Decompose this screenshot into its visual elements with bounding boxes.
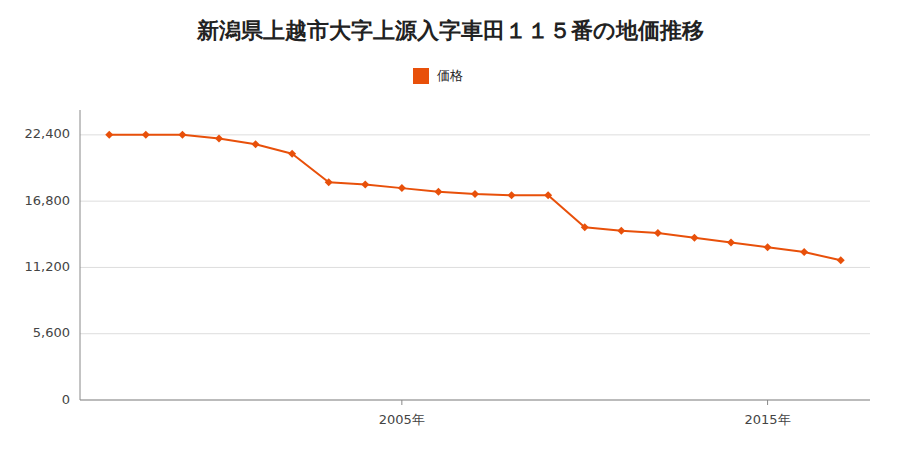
marker <box>617 227 625 235</box>
grid <box>80 135 870 400</box>
chart: 新潟県上越市大字上源入字車田１１５番の地価推移 0 5,600 11,200 16,80… <box>0 0 900 450</box>
marker <box>105 131 113 139</box>
x-axis-line <box>80 400 870 401</box>
marker <box>398 184 406 192</box>
y-tick-label: 0 <box>62 392 70 407</box>
grid-line <box>80 400 870 401</box>
x-tick <box>767 400 768 405</box>
marker <box>544 191 552 199</box>
marker <box>215 134 223 142</box>
title: 新潟県上越市大字上源入字車田１１５番の地価推移 <box>196 18 704 43</box>
legend: 価格 <box>413 68 463 85</box>
grid-line <box>80 333 870 334</box>
axes: 0 5,600 11,200 16,800 22,400 2005年 2015年 <box>25 110 871 427</box>
grid-line <box>80 201 870 202</box>
grid-line <box>80 134 870 135</box>
line <box>109 135 840 260</box>
legend-label: 価格 <box>437 68 463 83</box>
y-tick-label: 22,400 <box>25 126 71 141</box>
marker <box>142 131 150 139</box>
y-axis-line <box>80 110 81 400</box>
chart-container: 新潟県上越市大字上源入字車田１１５番の地価推移 0 5,600 11,200 16,80… <box>0 0 900 450</box>
marker <box>288 150 296 158</box>
y-tick-label: 16,800 <box>25 193 71 208</box>
marker <box>325 178 333 186</box>
grid-line <box>80 267 870 268</box>
marker <box>508 191 516 199</box>
marker <box>252 140 260 148</box>
y-tick-label: 11,200 <box>25 259 71 274</box>
marker <box>434 188 442 196</box>
plot-area <box>105 131 844 264</box>
background <box>0 0 900 450</box>
marker <box>800 248 808 256</box>
x-tick-label: 2005年 <box>379 412 425 427</box>
marker <box>837 256 845 264</box>
y-tick-label: 5,600 <box>33 325 70 340</box>
marker <box>471 190 479 198</box>
marker <box>727 239 735 247</box>
legend-swatch <box>413 68 429 84</box>
marker <box>581 223 589 231</box>
marker <box>690 234 698 242</box>
marker <box>178 131 186 139</box>
marker <box>654 229 662 237</box>
marker <box>361 181 369 189</box>
marker <box>764 243 772 251</box>
x-tick <box>401 400 402 405</box>
x-tick-label: 2015年 <box>745 412 791 427</box>
